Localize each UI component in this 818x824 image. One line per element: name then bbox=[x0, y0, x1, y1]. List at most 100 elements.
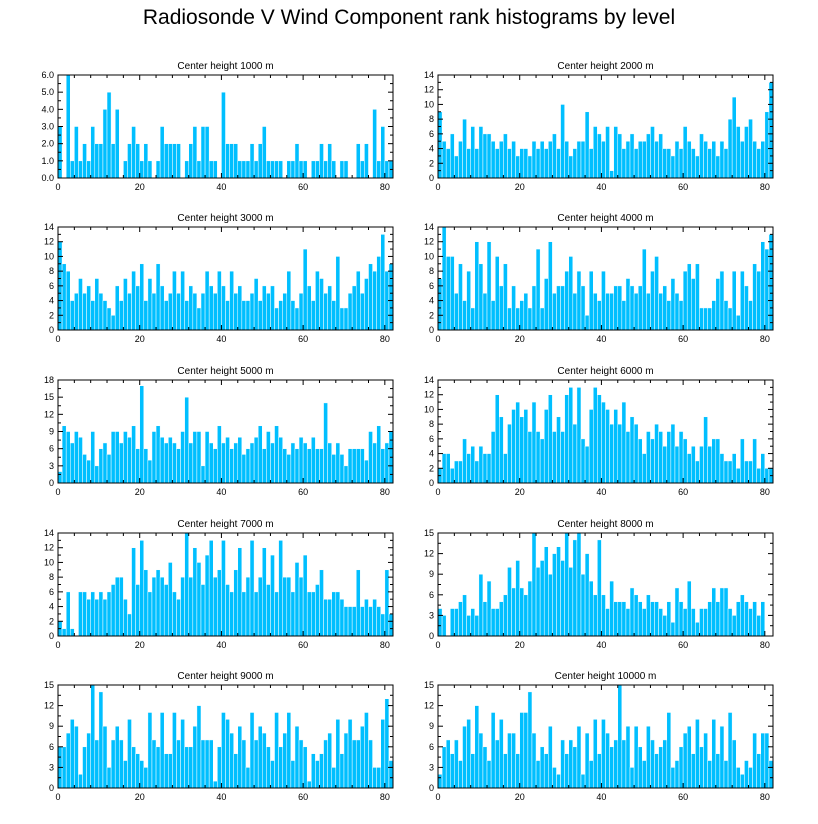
histogram-bar bbox=[384, 569, 390, 637]
histogram-bar bbox=[539, 307, 545, 331]
histogram-bar bbox=[192, 547, 198, 637]
histogram-bar bbox=[82, 292, 87, 331]
histogram-bar bbox=[735, 468, 741, 484]
histogram-bar bbox=[298, 436, 304, 484]
histogram-bar bbox=[65, 270, 71, 331]
histogram-bar bbox=[654, 256, 659, 331]
histogram-bar bbox=[159, 576, 165, 637]
histogram-bar bbox=[188, 285, 194, 331]
histogram-bar bbox=[372, 109, 377, 179]
x-tick-label: 40 bbox=[596, 640, 606, 650]
histogram-bar bbox=[90, 300, 96, 331]
histogram-bar bbox=[548, 725, 553, 789]
histogram-bar bbox=[642, 453, 647, 484]
histogram-bar bbox=[274, 591, 279, 637]
x-tick-label: 0 bbox=[435, 640, 440, 650]
histogram-bar bbox=[355, 448, 361, 484]
histogram-bar bbox=[666, 601, 672, 637]
histogram-panel-6: Center height 6000 m 0 20 40 60 80 0 2 4 6 8 10 12 14 bbox=[424, 366, 774, 497]
histogram-bar bbox=[494, 608, 500, 637]
histogram-bar bbox=[552, 431, 557, 484]
histogram-bar bbox=[306, 285, 312, 331]
histogram-bar bbox=[633, 725, 639, 789]
histogram-bar bbox=[184, 396, 189, 484]
y-tick-label: 3 bbox=[429, 762, 434, 772]
histogram-bar bbox=[347, 448, 353, 484]
histogram-bar bbox=[355, 270, 361, 331]
histogram-panel-4: Center height 4000 m 0 20 40 60 80 0 2 4 6 8 10 12 14 bbox=[424, 213, 774, 344]
histogram-bar bbox=[249, 540, 255, 637]
histogram-bar bbox=[731, 615, 737, 637]
histogram-panel-10: Center height 10000 m 0 20 40 60 80 0 3 6 9 12 15 bbox=[424, 671, 774, 802]
histogram-bar bbox=[588, 409, 594, 484]
histogram-bar bbox=[323, 598, 328, 637]
histogram-bar bbox=[241, 300, 247, 331]
y-tick-label: 2 bbox=[429, 158, 434, 168]
histogram-bar bbox=[703, 732, 708, 789]
histogram-bar bbox=[229, 591, 234, 637]
histogram-bar bbox=[723, 587, 729, 637]
y-tick-label: 2 bbox=[49, 310, 54, 320]
x-tick-label: 20 bbox=[135, 640, 145, 650]
histogram-bar bbox=[204, 126, 210, 179]
histogram-bar bbox=[159, 436, 165, 484]
x-tick-label: 20 bbox=[135, 182, 145, 192]
histogram-bar bbox=[372, 598, 377, 637]
histogram-bar bbox=[278, 436, 283, 484]
histogram-bar bbox=[339, 160, 345, 179]
histogram-bar bbox=[168, 143, 173, 179]
histogram-bar bbox=[482, 601, 488, 637]
histogram-bar bbox=[143, 300, 149, 331]
histogram-bar bbox=[654, 140, 659, 179]
histogram-bar bbox=[568, 387, 574, 484]
histogram-bar bbox=[151, 292, 157, 331]
histogram-bar bbox=[556, 546, 561, 637]
histogram-bar bbox=[478, 126, 484, 179]
histogram-bar bbox=[294, 725, 300, 789]
histogram-bar bbox=[147, 591, 153, 637]
histogram-bar bbox=[139, 263, 145, 331]
histogram-bar bbox=[143, 143, 149, 179]
x-tick-label: 0 bbox=[55, 640, 60, 650]
histogram-bar bbox=[184, 746, 189, 789]
y-tick-label: 9 bbox=[49, 427, 54, 437]
histogram-bar bbox=[674, 445, 680, 484]
histogram-bar bbox=[184, 160, 189, 179]
histogram-bar bbox=[274, 425, 279, 484]
histogram-bar bbox=[294, 307, 300, 331]
histogram-bar bbox=[511, 285, 516, 331]
histogram-bar bbox=[527, 155, 533, 179]
histogram-bar bbox=[335, 256, 341, 331]
histogram-bar bbox=[180, 576, 185, 637]
histogram-bar bbox=[106, 91, 112, 179]
y-tick-label: 6 bbox=[49, 281, 54, 291]
histogram-bar bbox=[241, 160, 247, 179]
histogram-bar bbox=[302, 248, 308, 331]
histogram-bar bbox=[102, 598, 108, 637]
histogram-bar bbox=[225, 300, 230, 331]
x-tick-label: 40 bbox=[596, 487, 606, 497]
histogram-bar bbox=[159, 712, 165, 789]
histogram-bar bbox=[200, 739, 206, 789]
x-tick-label: 20 bbox=[515, 792, 525, 802]
y-tick-label: 0 bbox=[429, 173, 434, 183]
histogram-bar bbox=[674, 292, 680, 331]
histogram-bar bbox=[662, 148, 668, 179]
histogram-bar bbox=[478, 732, 484, 789]
histogram-bar bbox=[454, 292, 459, 331]
histogram-bar bbox=[682, 126, 688, 179]
x-tick-label: 80 bbox=[380, 182, 390, 192]
histogram-bar bbox=[662, 445, 668, 484]
x-tick-label: 40 bbox=[216, 640, 226, 650]
histogram-bar bbox=[682, 270, 688, 331]
histogram-bar bbox=[163, 442, 169, 484]
y-tick-label: 4 bbox=[429, 296, 434, 306]
histogram-bar bbox=[744, 460, 749, 484]
histogram-bar bbox=[110, 739, 116, 789]
histogram-bar bbox=[233, 569, 239, 637]
histogram-bar bbox=[217, 569, 222, 637]
histogram-bar bbox=[262, 547, 267, 637]
histogram-bar bbox=[184, 532, 189, 637]
histogram-bar bbox=[735, 126, 741, 179]
